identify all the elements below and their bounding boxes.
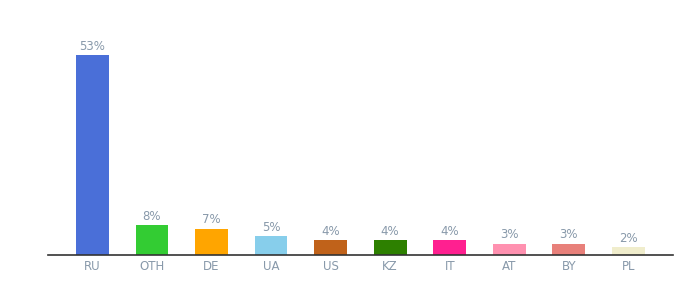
Bar bbox=[255, 236, 288, 255]
Bar bbox=[612, 248, 645, 255]
Text: 2%: 2% bbox=[619, 232, 638, 245]
Text: 7%: 7% bbox=[202, 213, 221, 226]
Text: 53%: 53% bbox=[80, 40, 105, 53]
Bar bbox=[314, 240, 347, 255]
Text: 4%: 4% bbox=[322, 225, 340, 238]
Bar bbox=[76, 55, 109, 255]
Text: 8%: 8% bbox=[143, 209, 161, 223]
Bar bbox=[493, 244, 526, 255]
Bar bbox=[552, 244, 585, 255]
Bar bbox=[135, 225, 169, 255]
Text: 3%: 3% bbox=[560, 228, 578, 242]
Text: 4%: 4% bbox=[381, 225, 399, 238]
Bar bbox=[433, 240, 466, 255]
Text: 3%: 3% bbox=[500, 228, 519, 242]
Text: 4%: 4% bbox=[441, 225, 459, 238]
Text: 5%: 5% bbox=[262, 221, 280, 234]
Bar bbox=[374, 240, 407, 255]
Bar bbox=[195, 229, 228, 255]
